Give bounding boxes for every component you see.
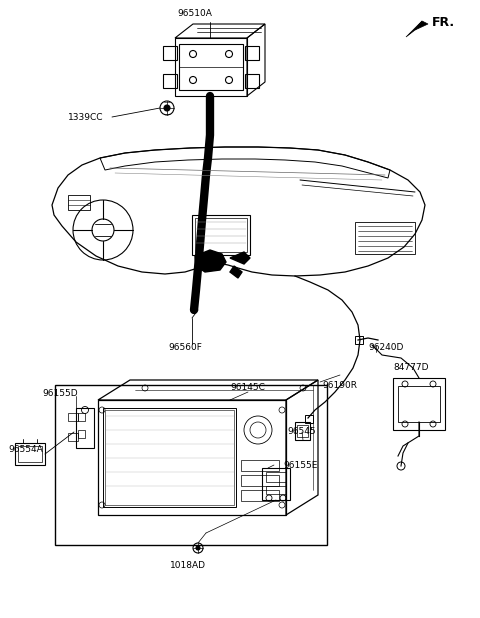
Bar [68, 195, 90, 210]
Bar [305, 415, 313, 423]
Text: 96510A: 96510A [178, 9, 213, 19]
Bar [398, 386, 440, 422]
Polygon shape [406, 21, 422, 37]
Bar [192, 215, 250, 255]
Circle shape [164, 105, 170, 111]
Bar [266, 472, 286, 482]
Bar [76, 408, 94, 448]
Bar [245, 46, 259, 60]
Bar [241, 490, 279, 501]
Text: 84777D: 84777D [393, 363, 429, 373]
Text: 96155D: 96155D [42, 389, 78, 397]
Bar [297, 425, 308, 437]
Bar [18, 446, 42, 462]
Bar [55, 385, 327, 545]
Bar [103, 408, 236, 507]
Text: 96240D: 96240D [368, 344, 403, 352]
Bar [163, 46, 177, 60]
Bar [262, 468, 290, 500]
Text: 96145C: 96145C [230, 384, 265, 392]
Bar [98, 400, 286, 515]
Bar [163, 74, 177, 88]
Polygon shape [195, 250, 226, 272]
Text: 96155E: 96155E [283, 462, 317, 470]
Polygon shape [230, 266, 242, 278]
Text: 96545: 96545 [287, 428, 316, 436]
Bar [393, 378, 445, 430]
Bar [68, 413, 78, 421]
Bar [105, 410, 234, 505]
Bar [78, 430, 85, 438]
Bar [68, 433, 78, 441]
Text: 1018AD: 1018AD [170, 561, 206, 570]
Circle shape [196, 546, 200, 550]
Bar [266, 486, 286, 494]
Bar [15, 443, 45, 465]
Polygon shape [415, 21, 428, 30]
Text: 96554A: 96554A [8, 446, 43, 454]
Bar [179, 44, 243, 90]
Bar [295, 422, 310, 440]
Text: 96560F: 96560F [168, 344, 202, 352]
Bar [355, 222, 415, 254]
Bar [195, 218, 247, 252]
Bar [78, 413, 85, 421]
Text: 96190R: 96190R [322, 381, 357, 389]
Bar [241, 475, 279, 486]
Bar [175, 38, 247, 96]
Polygon shape [230, 252, 250, 264]
Text: 1339CC: 1339CC [68, 112, 104, 122]
Bar [355, 336, 363, 344]
Bar [241, 460, 279, 471]
Text: FR.: FR. [432, 15, 455, 28]
Bar [245, 74, 259, 88]
